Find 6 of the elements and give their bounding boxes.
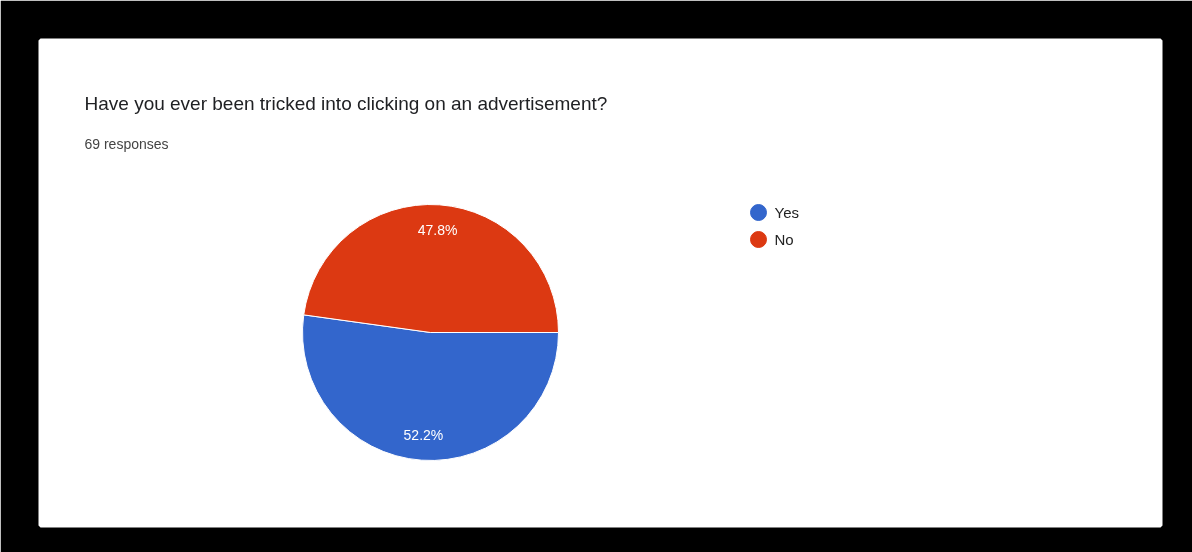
- legend-label: No: [774, 231, 794, 248]
- data-label: 47.8%: [417, 222, 458, 239]
- legend-label: Yes: [774, 204, 799, 221]
- text: 69 responses: [84, 135, 169, 152]
- data-label: 52.2%: [403, 426, 444, 443]
- chart-title: Have you ever been tricked into clicking on an advertisement?: [84, 93, 608, 114]
